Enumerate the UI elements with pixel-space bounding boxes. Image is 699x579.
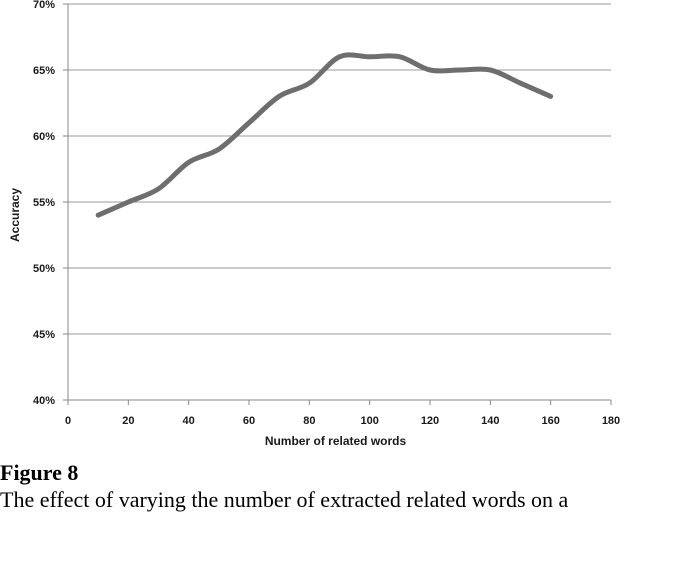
data-point — [216, 147, 221, 152]
line-chart: 40% 45% 50% 55% 60% 65% 70% 0 20 40 60 80 100 120 140… — [8, 0, 620, 448]
data-point — [428, 68, 433, 73]
data-point — [156, 186, 161, 191]
y-tick-labels: 40% 45% 50% 55% 60% 65% 70% — [33, 0, 68, 407]
x-tick-label: 60 — [243, 415, 255, 427]
data-point — [488, 68, 493, 73]
data-point — [126, 200, 131, 205]
data-point — [518, 81, 523, 86]
y-tick-label: 50% — [33, 263, 55, 275]
data-point — [307, 81, 312, 86]
y-tick-label: 60% — [33, 131, 55, 143]
x-tick-label: 80 — [303, 415, 315, 427]
data-point — [186, 160, 191, 165]
data-point — [548, 94, 553, 99]
x-tick-label: 40 — [183, 415, 195, 427]
gridlines — [68, 3, 611, 335]
x-tick-label: 140 — [481, 415, 499, 427]
x-axis-title: Number of related words — [265, 434, 407, 448]
data-point — [96, 213, 101, 218]
x-tick-label: 160 — [541, 415, 559, 427]
data-point — [337, 54, 342, 59]
x-tick-label: 180 — [602, 415, 620, 427]
data-point — [367, 54, 372, 59]
x-tick-labels: 0 20 40 60 80 100 120 140 160 180 — [65, 400, 620, 427]
data-point — [458, 68, 463, 73]
y-tick-label: 70% — [33, 0, 55, 11]
y-tick-label: 45% — [33, 329, 55, 341]
x-tick-label: 100 — [360, 415, 378, 427]
y-tick-label: 65% — [33, 65, 55, 77]
data-point — [247, 120, 252, 125]
y-axis-title: Accuracy — [8, 188, 22, 242]
figure-caption: The effect of varying the number of extr… — [0, 487, 569, 512]
accuracy-series-line — [95, 52, 554, 218]
y-tick-label: 55% — [33, 197, 55, 209]
data-point — [277, 94, 282, 99]
x-tick-label: 0 — [65, 415, 71, 427]
figure-label: Figure 8 — [0, 460, 79, 485]
data-point — [397, 54, 402, 59]
x-tick-label: 120 — [421, 415, 439, 427]
y-tick-label: 40% — [33, 395, 55, 407]
x-tick-label: 20 — [122, 415, 134, 427]
